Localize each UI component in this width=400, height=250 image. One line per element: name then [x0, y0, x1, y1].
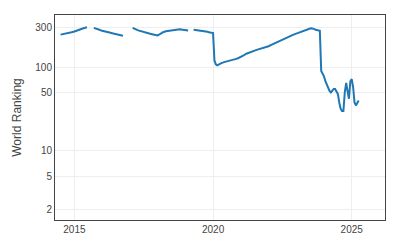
svg-text:5: 5 — [46, 171, 52, 182]
svg-text:2020: 2020 — [202, 224, 225, 235]
svg-text:100: 100 — [35, 62, 52, 73]
svg-text:50: 50 — [41, 87, 53, 98]
svg-text:2: 2 — [46, 204, 52, 215]
svg-text:300: 300 — [35, 22, 52, 33]
svg-text:2025: 2025 — [341, 224, 364, 235]
svg-text:10: 10 — [41, 145, 53, 156]
svg-text:2015: 2015 — [63, 224, 86, 235]
svg-text:World Ranking: World Ranking — [10, 78, 24, 156]
